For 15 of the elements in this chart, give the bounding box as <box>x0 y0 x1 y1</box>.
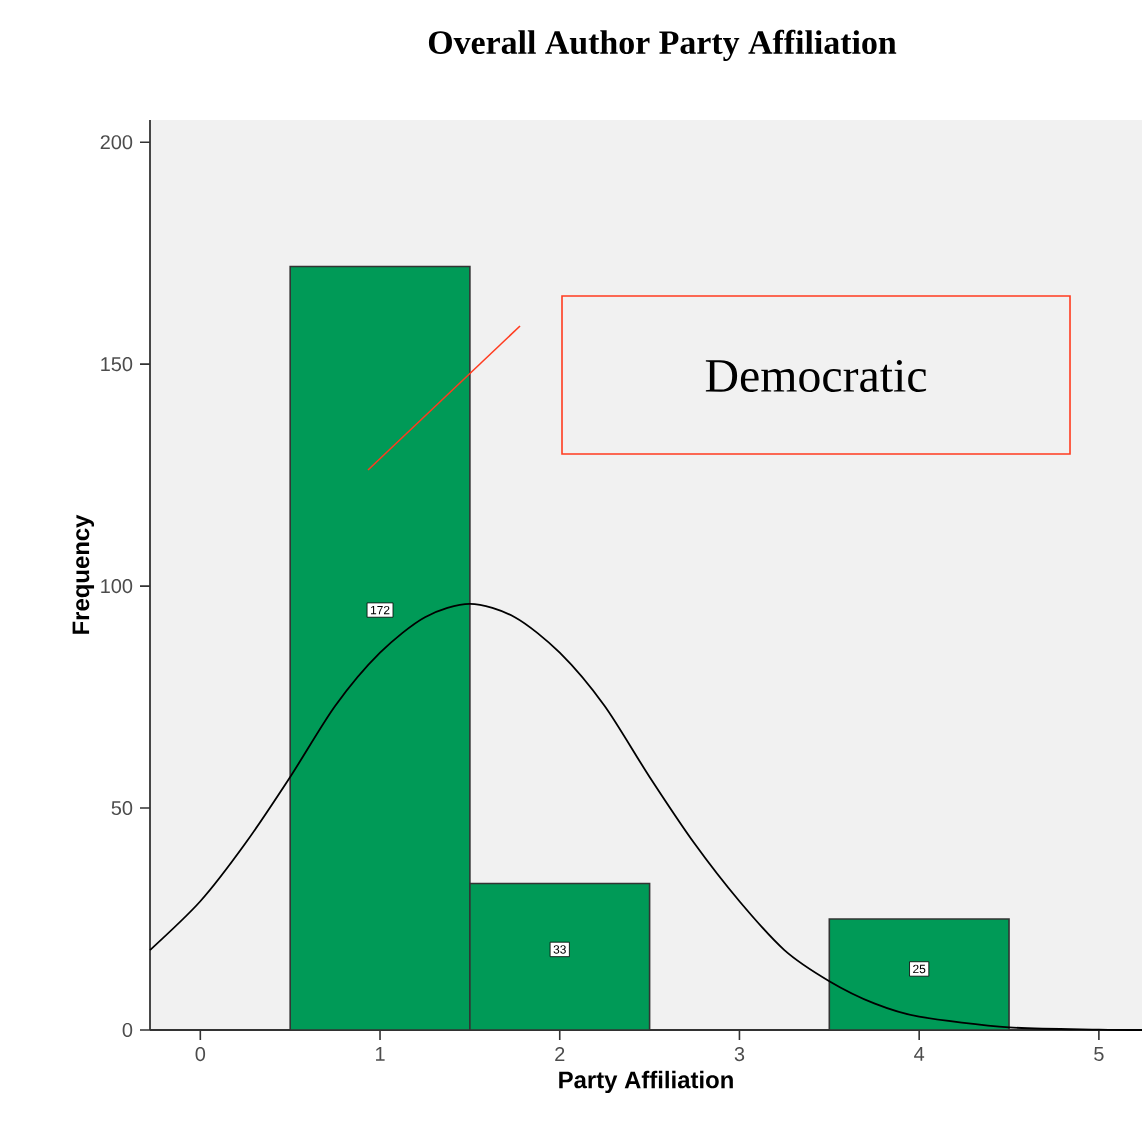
annotation: Democratic <box>705 359 927 393</box>
x-tick-label: 4 <box>914 1047 925 1061</box>
y-axis-title: Frequency <box>72 514 95 634</box>
x-tick-label: 3 <box>734 1047 745 1062</box>
x-tick-label: 0 <box>195 1047 206 1062</box>
y-tick-label: 0 <box>122 1022 133 1038</box>
y-tick-label: 50 <box>111 801 133 816</box>
x-tick-label: 1 <box>376 1047 385 1061</box>
y-tick-label: 200 <box>100 135 133 150</box>
x-tick-label: 2 <box>555 1047 565 1061</box>
x-axis-title: Party Affiliation <box>559 1070 733 1094</box>
y-tick-label: 150 <box>101 357 133 372</box>
y-tick-label: 100 <box>101 579 133 594</box>
chart-title: Overall Author Party Affiliation <box>428 29 897 61</box>
x-tick-label: 5 <box>1094 1047 1104 1061</box>
